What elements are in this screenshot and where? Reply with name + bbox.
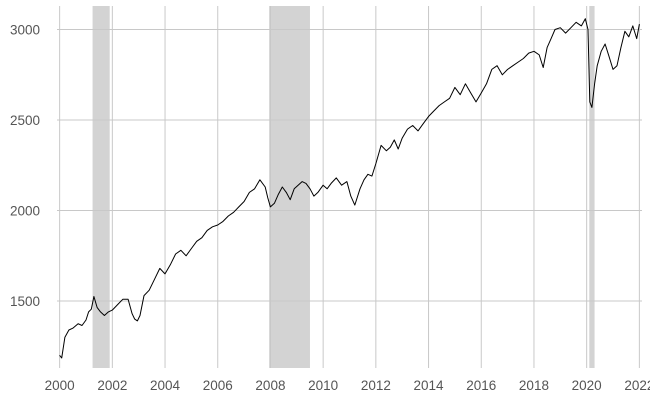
x-tick-label: 2014: [414, 378, 445, 393]
y-axis-tick-labels: 1500 2000 2500 3000: [10, 23, 40, 310]
x-tick-label: 2016: [466, 378, 496, 393]
x-tick-label: 2000: [45, 378, 75, 393]
y-tick-label: 3000: [10, 23, 40, 38]
x-tick-label: 2022: [624, 378, 650, 393]
x-tick-label: 2012: [361, 378, 391, 393]
shaded-period-0: [92, 6, 110, 368]
x-tick-label: 2008: [255, 378, 285, 393]
x-tick-label: 2004: [150, 378, 181, 393]
x-tick-label: 2002: [97, 378, 127, 393]
y-tick-label: 2000: [10, 204, 40, 219]
y-tick-label: 1500: [10, 294, 40, 309]
x-tick-label: 2018: [519, 378, 549, 393]
x-tick-label: 2020: [572, 378, 602, 393]
shaded-period-2: [589, 6, 595, 368]
shaded-periods: [92, 6, 595, 368]
series-line-0: [59, 18, 640, 359]
gridlines: [57, 6, 642, 368]
data-series: [59, 18, 640, 359]
x-tick-label: 2010: [308, 378, 338, 393]
y-tick-label: 2500: [10, 113, 40, 128]
shaded-period-1: [269, 6, 310, 368]
x-tick-label: 2006: [203, 378, 233, 393]
x-axis-tick-labels: 2000 2002 2004 2006 2008 2010 2012 2014 2016 2018…: [45, 378, 650, 393]
